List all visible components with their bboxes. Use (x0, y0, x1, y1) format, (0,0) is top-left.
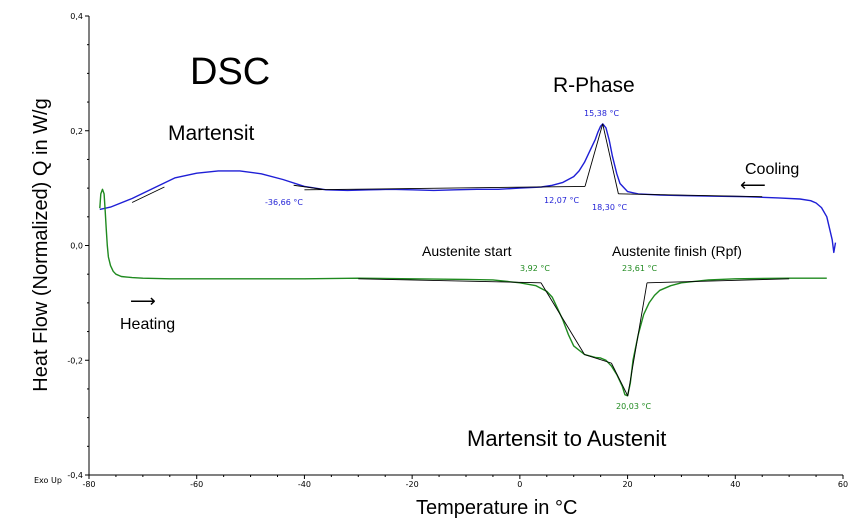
x-tick-label: -40 (298, 480, 311, 489)
austenite-finish-label: Austenite finish (Rpf) (612, 243, 742, 259)
tangent-line (602, 123, 619, 194)
tangent-line (304, 185, 586, 191)
axes-group: -80 -60 -40 -20 0 20 40 60 0,4 0,2 0,0 -0,2 -0,4 (67, 12, 848, 489)
y-axis-title: Heat Flow (Normalized) Q in W/g (30, 98, 52, 391)
annotations-group: DSC Martensit R-Phase Cooling Heating Au… (30, 51, 799, 519)
cool-onset-right-value: 18,30 °C (592, 203, 627, 212)
exo-up-label: Exo Up (34, 476, 62, 485)
cooling-label: Cooling (745, 161, 799, 178)
tangent-line (647, 278, 790, 284)
x-tick-label: 20 (622, 480, 632, 489)
tangent-line (131, 186, 165, 203)
x-tick-label: 0 (517, 480, 522, 489)
y-tick-label: -0,4 (67, 471, 83, 480)
x-tick-label: 60 (838, 480, 848, 489)
y-tick-label: -0,2 (67, 356, 83, 365)
cool-peak-value: 15,38 °C (584, 109, 619, 118)
martensit-to-austenit-label: Martensit to Austenit (467, 426, 666, 451)
tangent-line (627, 282, 648, 396)
y-tick-label: 0,4 (70, 12, 83, 21)
cool-onset-left-value: 12,07 °C (544, 196, 579, 205)
tangent-line (618, 193, 763, 198)
cool-onset-low-value: -36,66 °C (265, 198, 303, 207)
r-phase-label: R-Phase (553, 74, 635, 97)
heating-curve (99, 188, 827, 397)
austenite-start-label: Austenite start (422, 243, 512, 259)
y-tick-label: 0,0 (70, 242, 83, 251)
cooling-curve (99, 123, 837, 254)
x-tick-label: -80 (82, 480, 95, 489)
tangent-line (540, 282, 585, 355)
tangent-line (358, 278, 541, 284)
x-axis-title: Temperature in °C (416, 497, 577, 519)
x-tick-label: -60 (190, 480, 203, 489)
cooling-arrow-icon: ⟵ (740, 175, 766, 195)
x-tick-label: -20 (406, 480, 419, 489)
tangent-line (611, 362, 629, 397)
data-lines-group (99, 123, 837, 397)
chart-title: DSC (190, 51, 270, 93)
heat-peak-value: 20,03 °C (616, 402, 651, 411)
heat-start-value: 3,92 °C (520, 264, 550, 273)
heat-finish-value: 23,61 °C (622, 264, 657, 273)
x-tick-label: 40 (730, 480, 740, 489)
heating-label: Heating (120, 316, 175, 333)
tangent-line (293, 184, 323, 190)
heating-arrow-icon: ⟶ (130, 291, 156, 311)
martensit-label: Martensit (168, 122, 255, 145)
tangent-line (584, 354, 612, 364)
y-tick-label: 0,2 (70, 127, 83, 136)
tangent-line (584, 123, 604, 187)
